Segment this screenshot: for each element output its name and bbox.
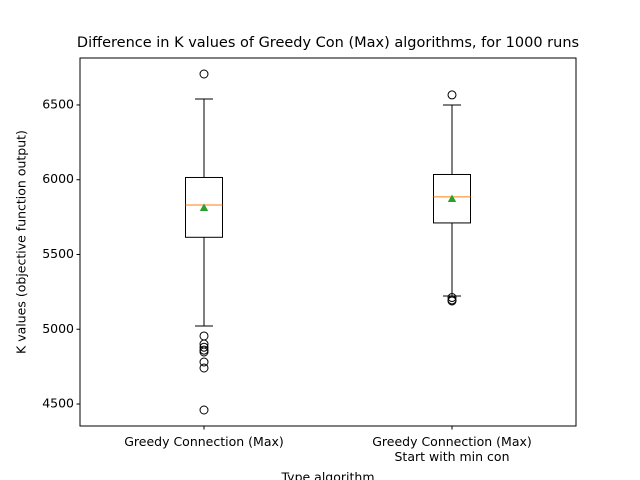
y-tick-label: 4500 <box>42 396 74 411</box>
y-axis-label: K values (objective function output) <box>14 130 29 354</box>
flier <box>199 357 209 367</box>
flier <box>199 347 209 357</box>
y-tick-label: 6500 <box>42 96 74 111</box>
axes-frame <box>79 57 577 427</box>
flier <box>199 405 209 415</box>
mean-marker <box>199 203 209 211</box>
x-axis-label: Type algorithm <box>280 470 374 480</box>
flier <box>199 342 209 352</box>
flier <box>447 293 457 303</box>
mean-marker <box>447 194 457 203</box>
flier <box>199 363 209 373</box>
chart-title: Difference in K values of Greedy Con (Ma… <box>77 35 579 51</box>
x-tick-label: Greedy Connection (Max) Start with min c… <box>372 434 532 464</box>
box <box>185 176 223 238</box>
y-tick-label: 5000 <box>42 321 74 336</box>
y-tick-label: 6000 <box>42 171 74 186</box>
flier <box>199 69 209 79</box>
box <box>433 173 471 224</box>
x-tick-label: Greedy Connection (Max) <box>124 434 284 449</box>
flier <box>447 296 457 306</box>
y-tick-label: 5500 <box>42 246 74 261</box>
flier <box>199 331 209 341</box>
flier <box>447 90 457 100</box>
